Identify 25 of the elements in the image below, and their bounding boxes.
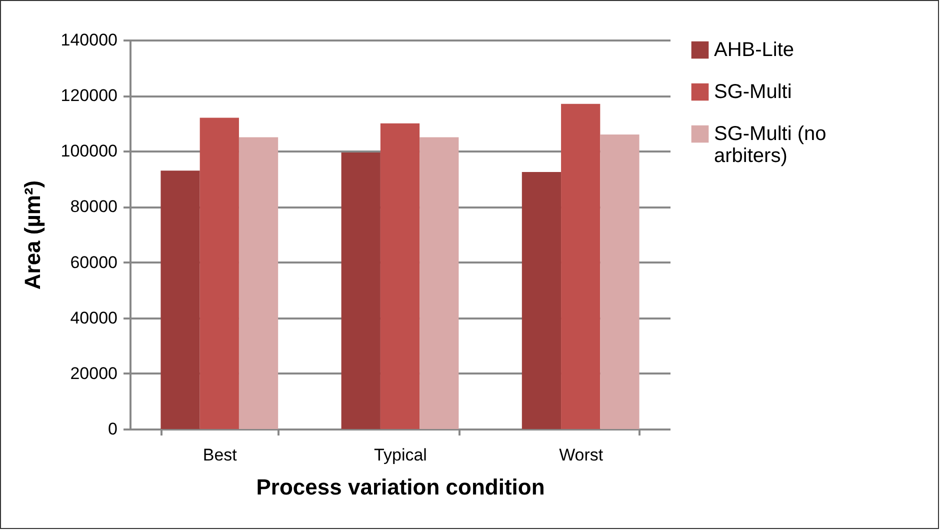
y-axis-title: Area (µm²) (20, 180, 45, 290)
y-tick-label: 0 (108, 420, 118, 438)
legend-label: SG-Multi (714, 81, 792, 103)
bar (380, 123, 420, 429)
bar (522, 172, 562, 429)
bar (600, 134, 640, 429)
bar (420, 137, 459, 429)
x-axis-title: Process variation condition (256, 474, 545, 500)
bar (341, 152, 380, 429)
y-tick-label: 140000 (60, 30, 118, 50)
bar (200, 118, 239, 429)
y-tick-label: 100000 (60, 142, 118, 161)
bar (160, 170, 200, 429)
bar (561, 104, 600, 429)
y-tick-label: 120000 (60, 86, 118, 106)
x-tick-label: Typical (374, 446, 427, 464)
bar (238, 137, 278, 429)
y-tick-label: 80000 (70, 197, 118, 216)
x-tick-label: Worst (559, 446, 604, 464)
legend-label: SG-Multi (no arbiters) (714, 123, 826, 167)
legend-label: AHB-Lite (714, 39, 794, 61)
y-tick-label: 20000 (70, 364, 118, 383)
y-tick-label: 40000 (70, 308, 118, 328)
y-tick-label: 60000 (70, 252, 118, 272)
x-tick-label: Best (202, 446, 238, 464)
